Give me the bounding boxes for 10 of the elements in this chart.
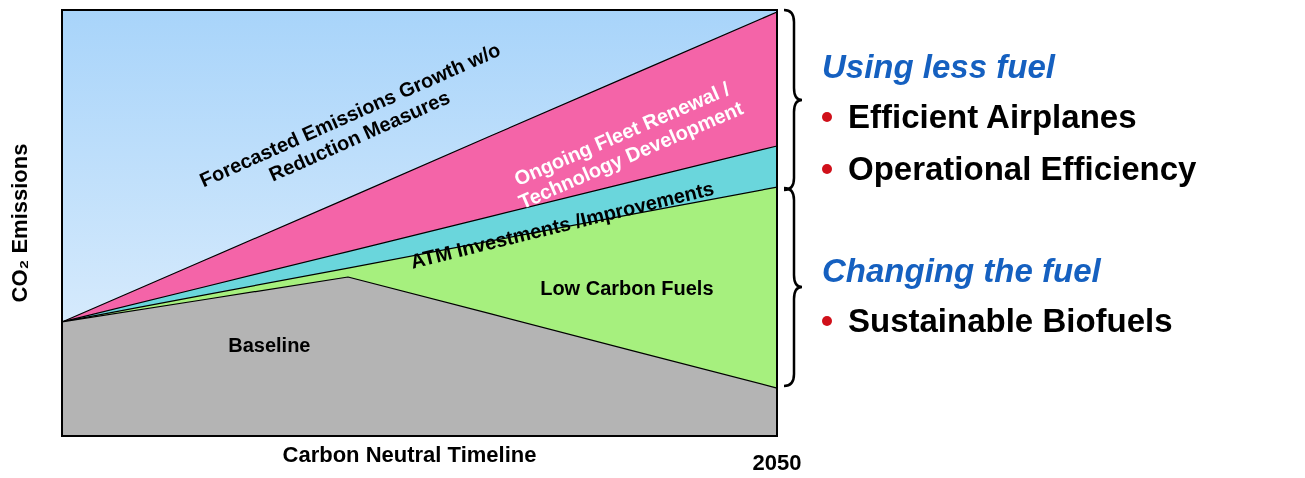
text: Efficient Airplanes (848, 98, 1137, 136)
text: Operational Efficiency (848, 150, 1197, 188)
text: 2050 (752, 450, 802, 476)
y-axis-title: CO₂ Emissions (7, 143, 33, 303)
text: Changing the fuel (822, 252, 1101, 289)
text: Sustainable Biofuels (848, 302, 1173, 340)
text: Using less fuel (822, 48, 1055, 85)
x-axis-title: Carbon Neutral Timeline (282, 442, 537, 468)
series-label: Baseline (228, 334, 311, 357)
series-label: Low Carbon Fuels (540, 277, 714, 300)
